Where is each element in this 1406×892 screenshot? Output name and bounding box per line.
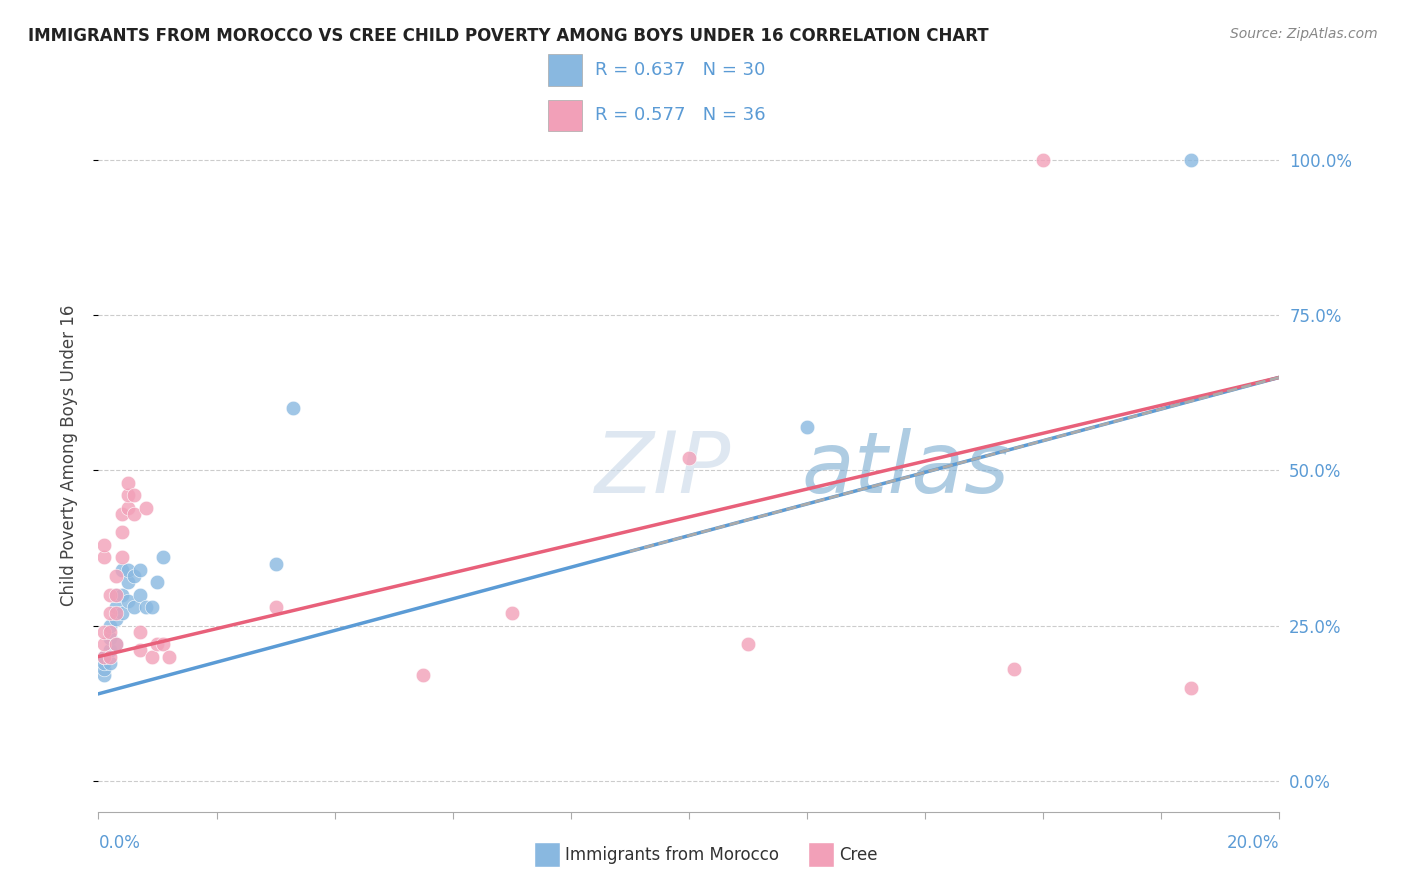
Point [117, 593, 139, 607]
Text: Cree: Cree [839, 846, 877, 863]
Text: Source: ZipAtlas.com: Source: ZipAtlas.com [1230, 27, 1378, 41]
Point [157, 649, 180, 664]
Point [105, 606, 128, 620]
Point [105, 637, 128, 651]
Point [146, 575, 169, 590]
Point [111, 550, 134, 565]
Point [117, 488, 139, 502]
Point [141, 649, 163, 664]
Point [98, 631, 121, 645]
Point [412, 668, 434, 682]
Point [283, 401, 305, 416]
Point [1180, 681, 1202, 695]
Point [93, 668, 115, 682]
Point [105, 637, 128, 651]
Point [1180, 153, 1202, 168]
Point [737, 637, 759, 651]
Bar [548, 100, 582, 131]
Point [122, 488, 145, 502]
Y-axis label: Child Poverty Among Boys Under 16: Child Poverty Among Boys Under 16 [59, 304, 77, 606]
Point [117, 475, 139, 490]
Point [105, 612, 128, 626]
Point [117, 500, 139, 515]
Point [152, 637, 174, 651]
Text: R = 0.577   N = 36: R = 0.577 N = 36 [595, 106, 766, 124]
Point [111, 525, 134, 540]
Point [117, 563, 139, 577]
Point [93, 649, 115, 664]
Point [135, 599, 157, 614]
Point [128, 563, 150, 577]
Point [122, 507, 145, 521]
Point [678, 450, 700, 465]
Text: 0.0%: 0.0% [98, 834, 141, 852]
Point [501, 606, 523, 620]
Point [98, 588, 121, 602]
Point [117, 575, 139, 590]
Point [111, 563, 134, 577]
Text: atlas: atlas [801, 427, 1010, 511]
Point [98, 624, 121, 639]
Point [93, 624, 115, 639]
Point [1032, 153, 1054, 168]
Point [122, 569, 145, 583]
Text: R = 0.637   N = 30: R = 0.637 N = 30 [595, 62, 765, 79]
Point [98, 618, 121, 632]
Point [111, 588, 134, 602]
Point [105, 599, 128, 614]
Point [128, 588, 150, 602]
Point [135, 500, 157, 515]
Point [128, 643, 150, 657]
Text: ZIP: ZIP [595, 427, 731, 511]
Point [105, 569, 128, 583]
Point [105, 588, 128, 602]
Point [111, 606, 134, 620]
Point [98, 656, 121, 670]
Point [111, 507, 134, 521]
Text: Immigrants from Morocco: Immigrants from Morocco [565, 846, 779, 863]
Point [264, 599, 287, 614]
Text: IMMIGRANTS FROM MOROCCO VS CREE CHILD POVERTY AMONG BOYS UNDER 16 CORRELATION CH: IMMIGRANTS FROM MOROCCO VS CREE CHILD PO… [28, 27, 988, 45]
Point [152, 550, 174, 565]
Point [105, 588, 128, 602]
Point [93, 662, 115, 676]
Point [93, 656, 115, 670]
Bar [548, 54, 582, 86]
Text: 20.0%: 20.0% [1227, 834, 1279, 852]
Point [141, 599, 163, 614]
Point [98, 649, 121, 664]
Point [93, 649, 115, 664]
Point [264, 557, 287, 571]
Point [93, 550, 115, 565]
Point [1002, 662, 1025, 676]
Point [796, 420, 818, 434]
Point [122, 599, 145, 614]
Point [98, 606, 121, 620]
Point [93, 637, 115, 651]
Point [128, 624, 150, 639]
Point [93, 538, 115, 552]
Point [98, 643, 121, 657]
Point [146, 637, 169, 651]
